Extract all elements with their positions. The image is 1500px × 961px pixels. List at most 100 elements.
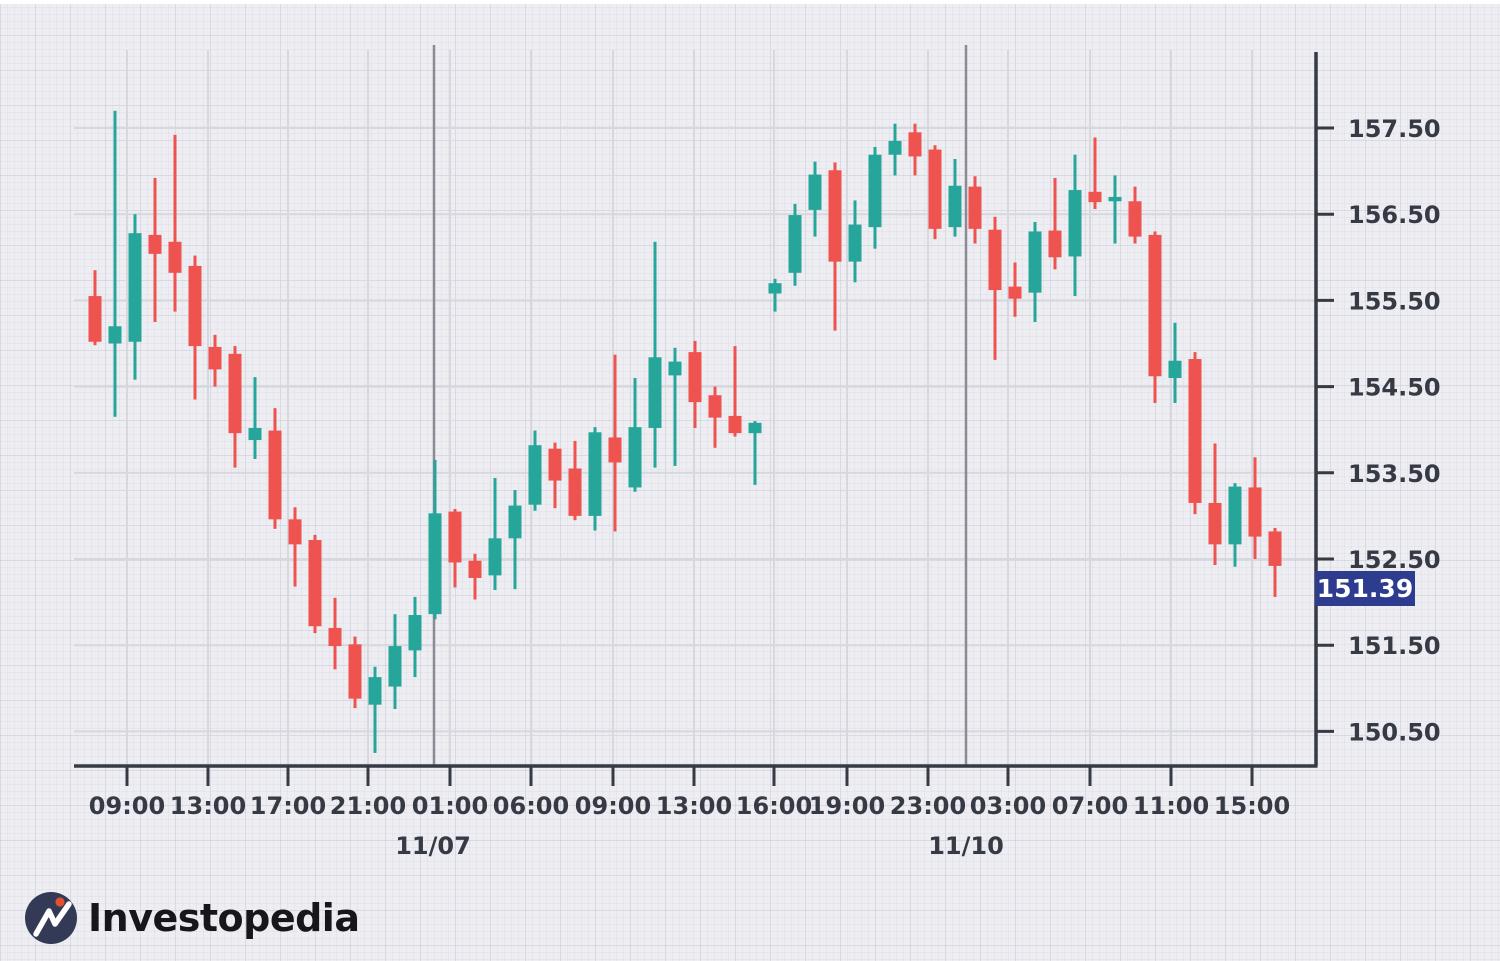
- candle: [188, 255, 202, 400]
- y-tick-label: 155.50: [1348, 287, 1441, 315]
- candle-body: [848, 224, 862, 262]
- candle-body: [888, 140, 902, 155]
- y-tick-label: 156.50: [1348, 201, 1441, 229]
- candle-wick: [113, 110, 117, 417]
- candle-body: [1228, 486, 1242, 545]
- candle: [1268, 527, 1282, 597]
- candle-body: [208, 346, 222, 370]
- candle: [948, 159, 962, 237]
- candle: [328, 597, 342, 670]
- candle-body: [508, 505, 522, 539]
- candle-body: [268, 430, 282, 520]
- candle: [1228, 483, 1242, 567]
- candle: [168, 134, 182, 312]
- x-tick-label: 01:00: [412, 792, 488, 820]
- candle-body: [808, 174, 822, 210]
- candle: [488, 477, 502, 591]
- candle-wick: [373, 666, 377, 753]
- candle: [288, 507, 302, 587]
- candle: [848, 200, 862, 283]
- x-tick-label: 15:00: [1214, 792, 1290, 820]
- candle-wick: [1113, 175, 1117, 244]
- candle-body: [1248, 487, 1262, 537]
- candle-body: [188, 265, 202, 347]
- candle-body: [1208, 502, 1222, 545]
- candle: [208, 334, 222, 387]
- candle: [828, 162, 842, 331]
- x-tick-label: 23:00: [890, 792, 966, 820]
- candle-body: [788, 215, 802, 273]
- candle-body: [568, 468, 582, 516]
- candle: [128, 214, 142, 380]
- candle-body: [388, 646, 402, 687]
- candle-body: [768, 283, 782, 294]
- candle-body: [548, 448, 562, 481]
- candle: [1248, 457, 1262, 559]
- candle: [988, 216, 1002, 360]
- candle-wick: [753, 421, 757, 485]
- candle-body: [648, 357, 662, 428]
- x-tick-label: 13:00: [656, 792, 732, 820]
- y-tick-label: 157.50: [1348, 115, 1441, 143]
- candle-body: [348, 644, 362, 699]
- candle-wick: [1053, 177, 1057, 270]
- x-axis-labels: 09:00 13:00 17:00 21:00 01:00 06:00 09:00 13:00…: [89, 766, 1290, 860]
- candle-body: [828, 170, 842, 262]
- candle: [568, 440, 582, 521]
- candle-body: [408, 615, 422, 651]
- candle: [688, 340, 702, 428]
- candle: [648, 241, 662, 468]
- candle: [1028, 221, 1042, 322]
- x-tick-label: 21:00: [330, 792, 406, 820]
- candle-wick: [673, 347, 677, 466]
- candle: [1088, 137, 1102, 210]
- candle: [228, 346, 242, 468]
- candle: [348, 636, 362, 709]
- candle-body: [308, 540, 322, 627]
- candle-wick: [493, 477, 497, 591]
- candle-wick: [293, 507, 297, 587]
- date-label: 11/07: [395, 832, 471, 860]
- candle-body: [988, 229, 1002, 291]
- date-label: 11/10: [928, 832, 1004, 860]
- candle: [1008, 262, 1022, 317]
- candle-body: [168, 241, 182, 273]
- candle-body: [488, 538, 502, 576]
- candle-body: [608, 437, 622, 463]
- candle-body: [668, 361, 682, 376]
- candle-body: [1008, 286, 1022, 299]
- candle-wick: [733, 346, 737, 437]
- candle-body: [1148, 234, 1162, 377]
- candle: [768, 278, 782, 312]
- candle-body: [948, 185, 962, 228]
- candle-body: [228, 353, 242, 434]
- x-tick-label: 13:00: [170, 792, 246, 820]
- candle: [268, 408, 282, 529]
- candle: [548, 442, 562, 509]
- candle-body: [708, 395, 722, 418]
- candle-wick: [773, 278, 777, 312]
- y-tick-label: 154.50: [1348, 374, 1441, 402]
- candle: [608, 354, 622, 532]
- candle: [1068, 154, 1082, 297]
- candle: [448, 509, 462, 588]
- candle-body: [588, 432, 602, 516]
- candle-body: [1028, 231, 1042, 293]
- candle-body: [328, 627, 342, 647]
- x-tick-label: 06:00: [493, 792, 569, 820]
- candle-body: [728, 415, 742, 434]
- candle-body: [108, 326, 122, 344]
- candle: [1048, 177, 1062, 270]
- candle: [908, 123, 922, 176]
- x-tick-label: 17:00: [250, 792, 326, 820]
- x-tick-label: 03:00: [970, 792, 1046, 820]
- candle-body: [428, 513, 442, 615]
- top-border: [0, 0, 1500, 4]
- candle-body: [1068, 190, 1082, 257]
- candle-body: [628, 427, 642, 488]
- candle: [1128, 186, 1142, 244]
- candle: [708, 386, 722, 448]
- x-tick-label: 09:00: [575, 792, 651, 820]
- candle-body: [748, 422, 762, 434]
